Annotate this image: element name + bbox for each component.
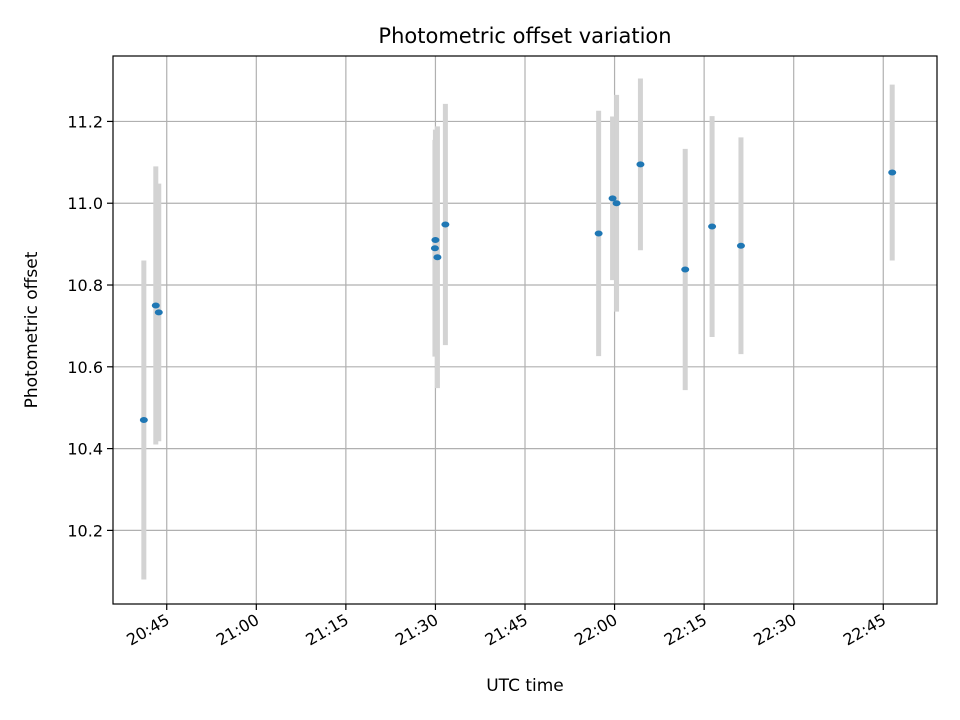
data-point [433, 254, 442, 261]
grid [113, 56, 937, 604]
data-point [708, 223, 717, 230]
chart-title: Photometric offset variation [378, 24, 671, 48]
data-point [441, 221, 450, 228]
data-point [154, 309, 163, 316]
y-tick-label: 10.8 [67, 276, 103, 295]
y-tick-label: 11.2 [67, 112, 103, 131]
data-point [736, 242, 745, 249]
x-axis-label: UTC time [486, 676, 564, 696]
y-tick-label: 11.0 [67, 194, 103, 213]
y-tick-label: 10.4 [67, 440, 103, 459]
y-axis-label: Photometric offset [22, 251, 42, 408]
data-point [608, 195, 617, 202]
data-point [431, 237, 440, 244]
data-point [151, 302, 160, 309]
data-points [139, 161, 897, 423]
data-point [681, 266, 690, 273]
data-point [612, 200, 621, 207]
data-point [430, 245, 439, 252]
data-point [636, 161, 645, 168]
y-tick-label: 10.6 [67, 358, 103, 377]
data-point [888, 169, 897, 176]
y-tick-label: 10.2 [67, 521, 103, 540]
data-point [139, 416, 148, 423]
data-point [594, 230, 603, 237]
